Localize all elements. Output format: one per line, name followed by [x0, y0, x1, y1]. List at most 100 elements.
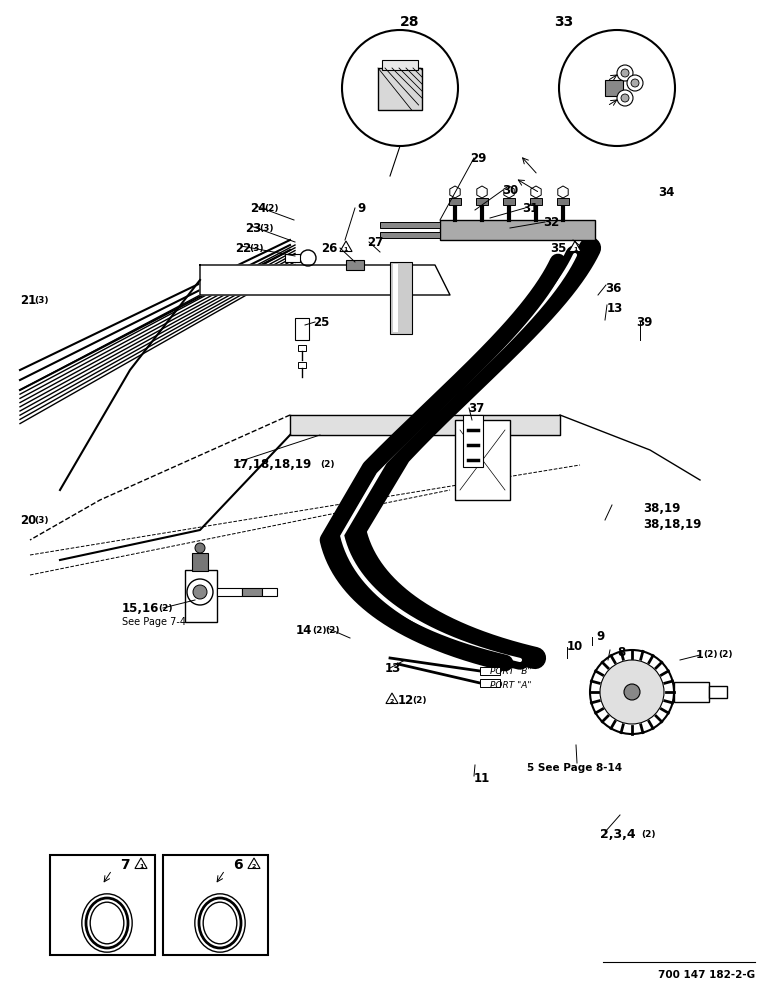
- Text: 6: 6: [233, 858, 243, 872]
- Bar: [380, 232, 440, 238]
- Text: 33: 33: [554, 15, 574, 29]
- Text: 12: 12: [398, 694, 415, 706]
- Text: (2): (2): [264, 204, 279, 213]
- Text: 24: 24: [250, 202, 266, 215]
- Text: 38,18,19: 38,18,19: [643, 518, 702, 532]
- Text: 29: 29: [470, 151, 486, 164]
- Text: 15,16: 15,16: [122, 601, 159, 614]
- Text: 1: 1: [573, 247, 577, 252]
- Text: (2): (2): [641, 830, 655, 840]
- Bar: [557, 198, 569, 205]
- Text: (3): (3): [249, 243, 263, 252]
- Bar: [382, 60, 418, 70]
- Bar: [605, 80, 623, 96]
- Text: 20: 20: [20, 514, 36, 526]
- Bar: [476, 198, 488, 205]
- Bar: [463, 415, 483, 467]
- Bar: [346, 260, 364, 270]
- Bar: [242, 588, 262, 596]
- Text: 31: 31: [522, 202, 538, 215]
- Circle shape: [621, 69, 629, 77]
- Text: 17,18,18,19: 17,18,18,19: [233, 458, 312, 472]
- Polygon shape: [340, 241, 352, 251]
- Text: 9: 9: [357, 202, 365, 215]
- Bar: [390, 262, 412, 334]
- Circle shape: [624, 684, 640, 700]
- Text: PORT "B": PORT "B": [490, 668, 531, 676]
- Text: 2,3,4: 2,3,4: [600, 828, 635, 842]
- Text: 14: 14: [296, 624, 312, 637]
- Text: PORT "A": PORT "A": [490, 682, 531, 690]
- Bar: [393, 264, 398, 332]
- Text: 1: 1: [139, 864, 143, 869]
- Text: 5 See Page 8-14: 5 See Page 8-14: [527, 763, 622, 773]
- Text: 25: 25: [313, 316, 330, 328]
- Text: 26: 26: [322, 241, 338, 254]
- Text: 2: 2: [390, 699, 394, 704]
- Bar: [163, 855, 268, 955]
- Text: (3): (3): [34, 516, 49, 524]
- Text: (2): (2): [320, 460, 334, 470]
- Text: 2: 2: [252, 864, 256, 869]
- Text: 1: 1: [344, 247, 348, 252]
- Bar: [530, 198, 542, 205]
- Bar: [295, 318, 309, 340]
- Circle shape: [600, 660, 664, 724]
- Bar: [674, 682, 709, 702]
- Text: (3): (3): [259, 224, 273, 232]
- Text: 30: 30: [502, 184, 518, 196]
- Text: (2): (2): [158, 603, 172, 612]
- Text: 21: 21: [20, 294, 36, 306]
- Text: 36: 36: [605, 282, 621, 294]
- Bar: [50, 855, 155, 955]
- Text: 23: 23: [245, 222, 261, 234]
- Circle shape: [627, 75, 643, 91]
- Bar: [192, 553, 208, 571]
- Text: 700 147 182-2-G: 700 147 182-2-G: [658, 970, 755, 980]
- Polygon shape: [290, 415, 560, 435]
- Bar: [480, 667, 500, 675]
- Text: 13: 13: [607, 302, 623, 314]
- Polygon shape: [569, 241, 581, 251]
- Text: (2): (2): [325, 626, 340, 635]
- Text: 9: 9: [596, 631, 604, 644]
- Polygon shape: [248, 858, 260, 868]
- Text: 27: 27: [367, 235, 383, 248]
- Text: (2): (2): [412, 696, 426, 704]
- Bar: [449, 198, 461, 205]
- Text: 13: 13: [385, 662, 401, 674]
- Text: (2): (2): [312, 626, 327, 635]
- Text: 34: 34: [658, 186, 675, 198]
- Text: 37: 37: [468, 401, 484, 414]
- Bar: [480, 679, 500, 687]
- Circle shape: [621, 94, 629, 102]
- Bar: [217, 588, 242, 596]
- Text: 28: 28: [400, 15, 420, 29]
- Text: (2): (2): [703, 650, 717, 660]
- Bar: [380, 222, 440, 228]
- Text: 35: 35: [550, 241, 567, 254]
- Polygon shape: [135, 858, 147, 868]
- Bar: [262, 588, 277, 596]
- Bar: [709, 686, 727, 698]
- Text: See Page 7-4: See Page 7-4: [122, 617, 186, 627]
- Bar: [298, 362, 306, 368]
- Bar: [455, 420, 510, 500]
- Bar: [185, 570, 217, 622]
- Text: 39: 39: [636, 316, 652, 328]
- Circle shape: [590, 650, 674, 734]
- Bar: [285, 254, 300, 262]
- Polygon shape: [386, 693, 398, 704]
- Circle shape: [617, 90, 633, 106]
- Bar: [378, 68, 422, 110]
- Circle shape: [617, 65, 633, 81]
- Text: (3): (3): [34, 296, 49, 304]
- Polygon shape: [200, 265, 450, 295]
- Text: 1: 1: [696, 650, 703, 660]
- Bar: [503, 198, 515, 205]
- Text: 38,19: 38,19: [643, 502, 680, 514]
- Text: 10: 10: [567, 641, 584, 654]
- Circle shape: [631, 79, 639, 87]
- Text: 32: 32: [543, 216, 559, 229]
- Circle shape: [193, 585, 207, 599]
